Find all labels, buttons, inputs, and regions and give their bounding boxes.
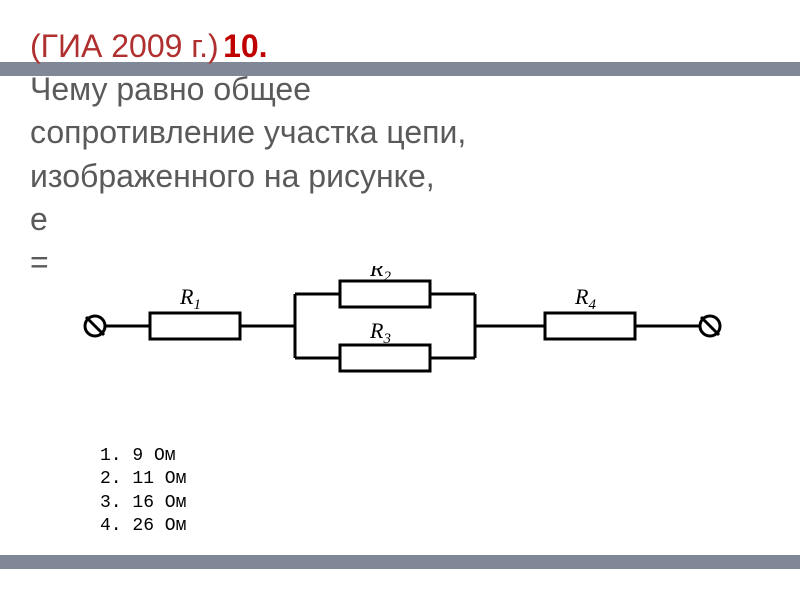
answer-1: 1. 9 Ом xyxy=(100,445,186,468)
answer-3: 3. 16 Ом xyxy=(100,492,186,515)
resistor-r1 xyxy=(150,313,240,339)
circuit-diagram: R1 R2 R3 R4 xyxy=(80,266,730,386)
title-block: (ГИА 2009 г.) 10. Чему равно общее сопро… xyxy=(30,25,770,284)
exam-source: (ГИА 2009 г.) xyxy=(30,28,219,64)
resistor-r3 xyxy=(340,345,430,371)
question-text-l2: сопротивление участка цепи, xyxy=(30,114,466,150)
bottom-stripe xyxy=(0,555,800,569)
question-number: 10. xyxy=(223,28,267,64)
answer-list: 1. 9 Ом 2. 11 Ом 3. 16 Ом 4. 26 Ом xyxy=(100,445,186,539)
question-text-l5: = xyxy=(30,244,49,280)
question-text-l4: е xyxy=(30,201,48,237)
question-text-l3: изображенного на рисунке, xyxy=(30,158,435,194)
r4-label: R4 xyxy=(574,284,596,313)
question-text-l1: Чему равно общее xyxy=(30,71,311,107)
r3-label: R3 xyxy=(369,318,391,347)
answer-4: 4. 26 Ом xyxy=(100,515,186,538)
resistor-r4 xyxy=(545,313,635,339)
answer-2: 2. 11 Ом xyxy=(100,468,186,491)
r1-label: R1 xyxy=(179,284,201,313)
